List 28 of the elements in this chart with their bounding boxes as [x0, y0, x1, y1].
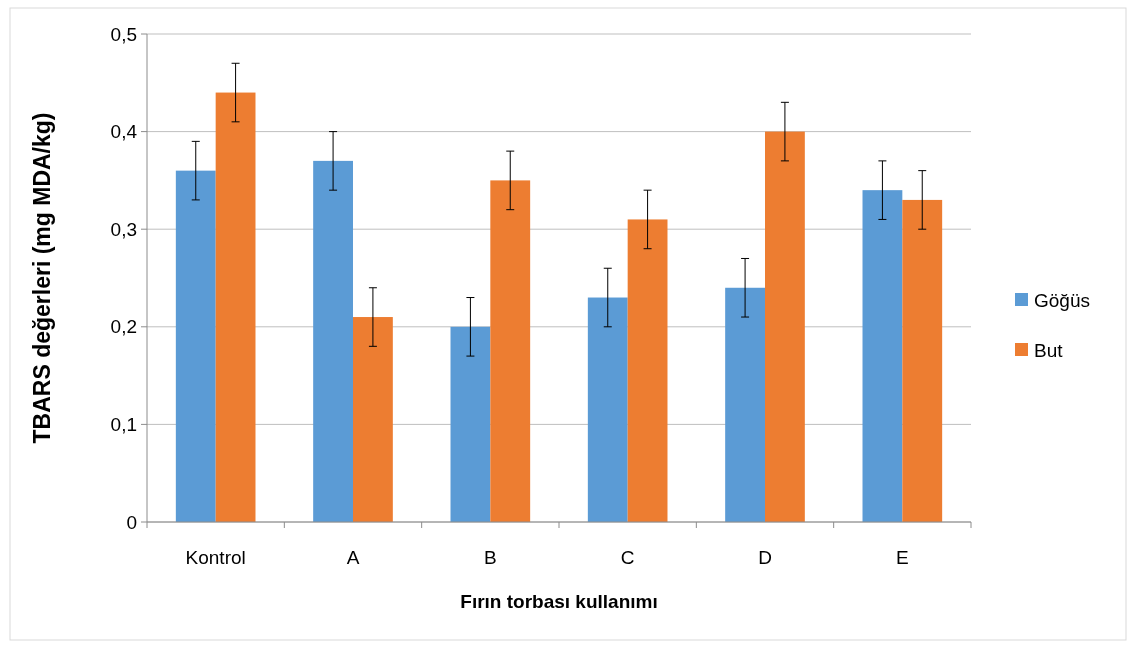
legend-label: Göğüs [1034, 289, 1090, 311]
x-axis-title: Fırın torbası kullanımı [460, 591, 658, 612]
bar [862, 190, 903, 522]
x-tick-label: E [895, 547, 909, 568]
x-tick-label: Kontrol [185, 547, 246, 568]
y-tick-label: 0,2 [110, 316, 137, 338]
bar [627, 219, 668, 522]
x-tick-label: A [346, 547, 360, 568]
bar [587, 297, 628, 522]
bar [490, 180, 531, 522]
x-tick-label: D [758, 547, 772, 568]
bar [353, 317, 393, 522]
bar [313, 160, 353, 522]
y-tick-label: 0,5 [110, 23, 137, 45]
y-tick-label: 0,1 [110, 414, 137, 436]
bar [725, 287, 765, 522]
y-tick-label: 0 [126, 511, 137, 533]
y-axis-title: TBARS değerleri (mg MDA/kg) [29, 112, 55, 444]
x-tick-label: C [620, 547, 635, 568]
bar [902, 199, 943, 522]
bar [765, 131, 805, 522]
x-tick-label: B [483, 547, 497, 568]
legend-label: But [1034, 339, 1064, 361]
bar [215, 92, 256, 522]
y-tick-label: 0,3 [110, 218, 137, 240]
y-tick-label: 0,4 [110, 121, 138, 143]
bar [175, 170, 216, 522]
bar [450, 326, 491, 522]
